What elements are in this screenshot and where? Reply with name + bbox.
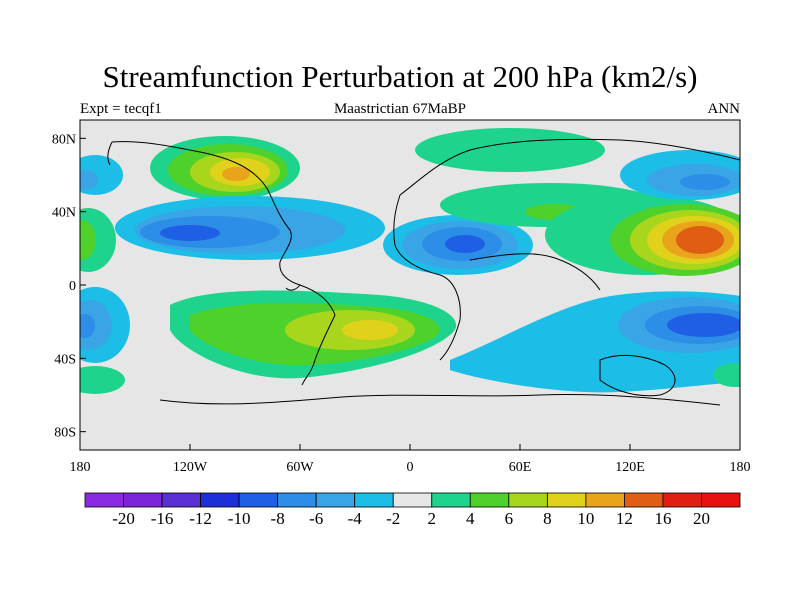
lat-tick-label: 80N bbox=[52, 132, 76, 147]
colorbar-swatch bbox=[354, 492, 394, 508]
colorbar-label: -2 bbox=[386, 509, 400, 528]
colorbar: -20 -16 -12 -10 -8 -6 -4 -2 2 4 6 8 10 12 16 20 bbox=[84, 492, 741, 528]
colorbar-label: -16 bbox=[151, 509, 174, 528]
period-label: Maastrictian 67MaBP bbox=[333, 101, 467, 117]
colorbar-label: 16 bbox=[654, 509, 671, 528]
colorbar-swatch bbox=[392, 492, 433, 508]
lat-tick-label: 80S bbox=[54, 426, 76, 441]
coastlines bbox=[107, 138, 740, 406]
lon-tick-label: 120W bbox=[173, 460, 208, 475]
colorbar-label: 20 bbox=[693, 509, 710, 528]
lat-tick-label: 0 bbox=[69, 279, 76, 294]
lon-tick-label: 180 bbox=[730, 460, 751, 475]
colorbar-label: 4 bbox=[466, 509, 475, 528]
colorbar-swatch bbox=[200, 492, 240, 508]
lon-tick-label: 180 bbox=[70, 460, 91, 475]
colorbar-swatch bbox=[508, 492, 548, 508]
lon-tick-label: 60W bbox=[286, 460, 314, 475]
colorbar-label: 10 bbox=[577, 509, 594, 528]
colorbar-label: 8 bbox=[543, 509, 552, 528]
lat-tick-label: 40N bbox=[52, 206, 76, 221]
colorbar-swatch bbox=[585, 492, 625, 508]
colorbar-swatch bbox=[161, 492, 201, 508]
colorbar-swatch bbox=[84, 492, 124, 508]
colorbar-swatch bbox=[546, 492, 587, 508]
colorbar-label: -20 bbox=[112, 509, 135, 528]
page-title: Streamfunction Perturbation at 200 hPa (… bbox=[102, 59, 698, 94]
colorbar-swatch bbox=[431, 492, 471, 508]
colorbar-swatch bbox=[277, 492, 317, 508]
colorbar-label: 6 bbox=[505, 509, 514, 528]
lon-tick-label: 120E bbox=[615, 460, 645, 475]
contour-fills bbox=[80, 128, 740, 394]
lat-tick-label: 40S bbox=[54, 352, 76, 367]
colorbar-swatch bbox=[238, 492, 279, 508]
colorbar-label: 2 bbox=[428, 509, 437, 528]
colorbar-swatch bbox=[315, 492, 356, 508]
colorbar-label: 12 bbox=[616, 509, 633, 528]
colorbar-swatch bbox=[662, 492, 702, 508]
colorbar-label: -12 bbox=[189, 509, 212, 528]
season-label: ANN bbox=[707, 101, 741, 117]
colorbar-label: -10 bbox=[228, 509, 251, 528]
axis-ticks: 180 120W 60W 0 60E 120E 180 80N 40N 0 40S 80S bbox=[52, 132, 751, 475]
lon-tick-label: 0 bbox=[407, 460, 414, 475]
colorbar-label: -8 bbox=[271, 509, 285, 528]
colorbar-label: -6 bbox=[309, 509, 323, 528]
colorbar-label: -4 bbox=[348, 509, 363, 528]
colorbar-swatch bbox=[123, 492, 163, 508]
colorbar-swatch bbox=[701, 492, 741, 508]
lon-tick-label: 60E bbox=[509, 460, 532, 475]
colorbar-swatch bbox=[624, 492, 664, 508]
colorbar-swatch bbox=[469, 492, 510, 508]
experiment-label: Expt = tecqf1 bbox=[80, 101, 162, 117]
